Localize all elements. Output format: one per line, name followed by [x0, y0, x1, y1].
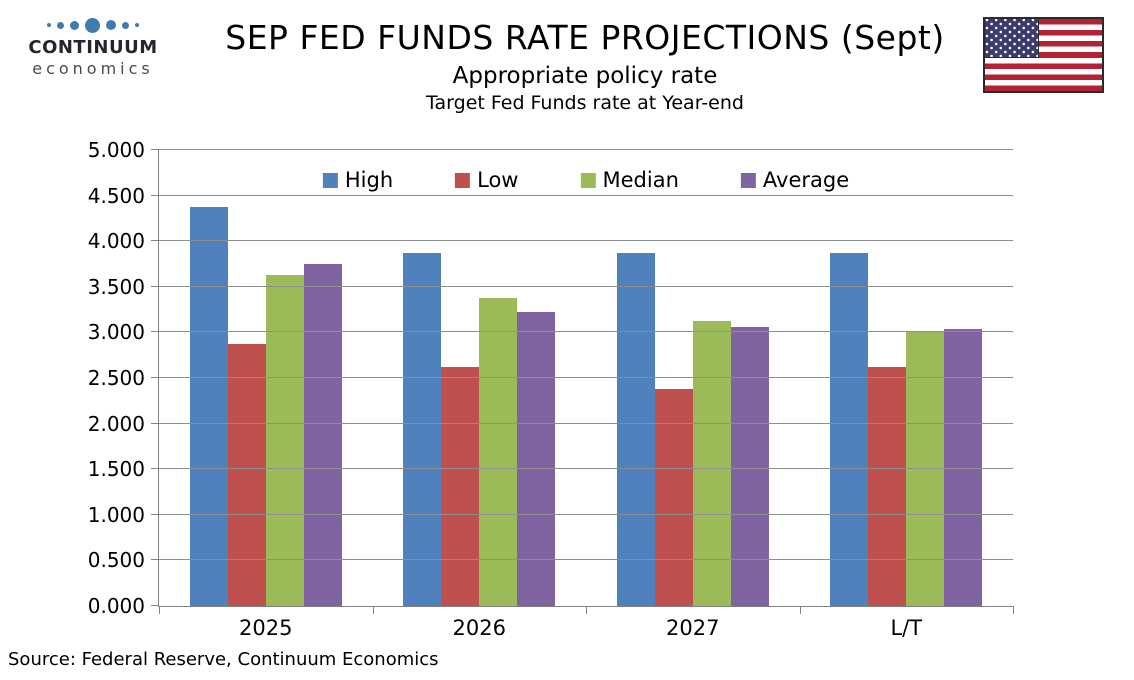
x-axis-labels: 2025 2026 2027 L/T	[159, 616, 1013, 640]
bar-high	[830, 252, 869, 606]
bar-group	[800, 150, 1014, 606]
legend-swatch	[322, 172, 338, 188]
bar-average	[303, 264, 342, 606]
x-axis-category-label: 2027	[666, 616, 720, 640]
bar-median	[692, 321, 731, 606]
legend-item-high: High	[322, 168, 394, 192]
legend-label: Median	[602, 168, 679, 192]
chart-subtitle: Appropriate policy rate	[452, 63, 718, 89]
logo-subname: economics	[32, 59, 154, 78]
legend-item-average: Average	[740, 168, 850, 192]
continuum-logo: CONTINUUM economics	[18, 16, 168, 78]
continuum-logo-dots-icon	[18, 16, 168, 34]
x-axis-category-label: 2025	[239, 616, 293, 640]
x-axis-category-label: 2026	[452, 616, 506, 640]
y-axis-tick-label: 4.000	[87, 229, 145, 254]
gridline	[159, 559, 1013, 561]
gridline	[159, 422, 1013, 424]
y-axis-tick-label: 0.500	[87, 548, 145, 573]
y-axis-tick	[151, 149, 159, 150]
bar-low	[654, 389, 693, 606]
gridline	[159, 194, 1013, 196]
x-axis-tick	[159, 606, 160, 614]
legend: High Low Median Average	[322, 168, 850, 192]
legend-swatch	[455, 172, 471, 188]
y-axis-tick	[151, 513, 159, 515]
bar-high	[189, 207, 228, 606]
plot-area: High Low Median Average 2025 2026 2027 L/T 0.0…	[88, 138, 1014, 640]
y-axis-tick	[151, 285, 159, 287]
y-axis-tick	[151, 240, 159, 242]
legend-swatch	[580, 172, 596, 188]
bar-low	[868, 366, 907, 606]
bar-average	[517, 312, 556, 606]
bar-groups	[159, 150, 1013, 606]
gridline	[159, 468, 1013, 470]
y-axis-tick-label: 3.500	[87, 274, 145, 299]
y-axis-tick-label: 0.000	[87, 594, 145, 618]
x-axis-tick	[372, 606, 374, 614]
gridline	[159, 149, 1013, 150]
chart-note: Target Fed Funds rate at Year-end	[426, 92, 744, 114]
y-axis-tick-label: 2.500	[87, 366, 145, 390]
bar-high	[616, 252, 655, 606]
legend-label: Average	[762, 168, 850, 192]
chart-title: SEP FED FUNDS RATE PROJECTIONS (Sept)	[225, 18, 945, 57]
y-axis-tick	[151, 559, 159, 561]
y-axis-tick-label: 1.000	[87, 502, 145, 527]
y-axis-tick-label: 3.000	[87, 320, 145, 345]
bar-median	[265, 275, 304, 606]
bar-median	[906, 332, 945, 606]
legend-swatch	[740, 172, 756, 188]
y-axis-tick-label: 1.500	[87, 457, 145, 482]
us-flag-icon	[983, 17, 1104, 93]
legend-item-median: Median	[580, 168, 679, 192]
x-axis-tick	[799, 606, 801, 614]
bar-group	[373, 150, 587, 606]
y-axis-tick-label: 5.000	[87, 138, 145, 162]
gridline	[159, 285, 1013, 287]
us-flag-canton	[985, 19, 1039, 58]
legend-label: High	[344, 168, 394, 192]
bar-median	[479, 298, 518, 606]
bar-low	[441, 366, 480, 606]
y-axis-tick-label: 4.500	[87, 183, 145, 208]
y-axis-tick	[151, 194, 159, 196]
y-axis-tick-label: 2.000	[87, 411, 145, 436]
y-axis-tick	[151, 377, 159, 378]
y-axis-tick	[151, 331, 159, 333]
bar-average	[730, 326, 769, 606]
x-axis-category-label: L/T	[890, 616, 923, 640]
gridline	[159, 377, 1013, 378]
bar-high	[403, 252, 442, 606]
legend-item-low: Low	[455, 168, 518, 192]
x-axis-tick	[1013, 606, 1014, 614]
gridline	[159, 331, 1013, 333]
bar-group	[586, 150, 800, 606]
gridline	[159, 240, 1013, 242]
title-block: SEP FED FUNDS RATE PROJECTIONS (Sept) Ap…	[225, 18, 945, 114]
y-axis-tick	[151, 605, 159, 606]
logo-name: CONTINUUM	[28, 37, 158, 58]
gridline	[159, 513, 1013, 515]
legend-label: Low	[477, 168, 519, 192]
source-note: Source: Federal Reserve, Continuum Econo…	[8, 649, 439, 670]
x-axis-tick	[586, 606, 587, 614]
y-axis-tick	[151, 468, 159, 470]
y-axis-tick	[151, 422, 159, 424]
bar-group	[159, 150, 373, 606]
bar-low	[227, 343, 266, 606]
